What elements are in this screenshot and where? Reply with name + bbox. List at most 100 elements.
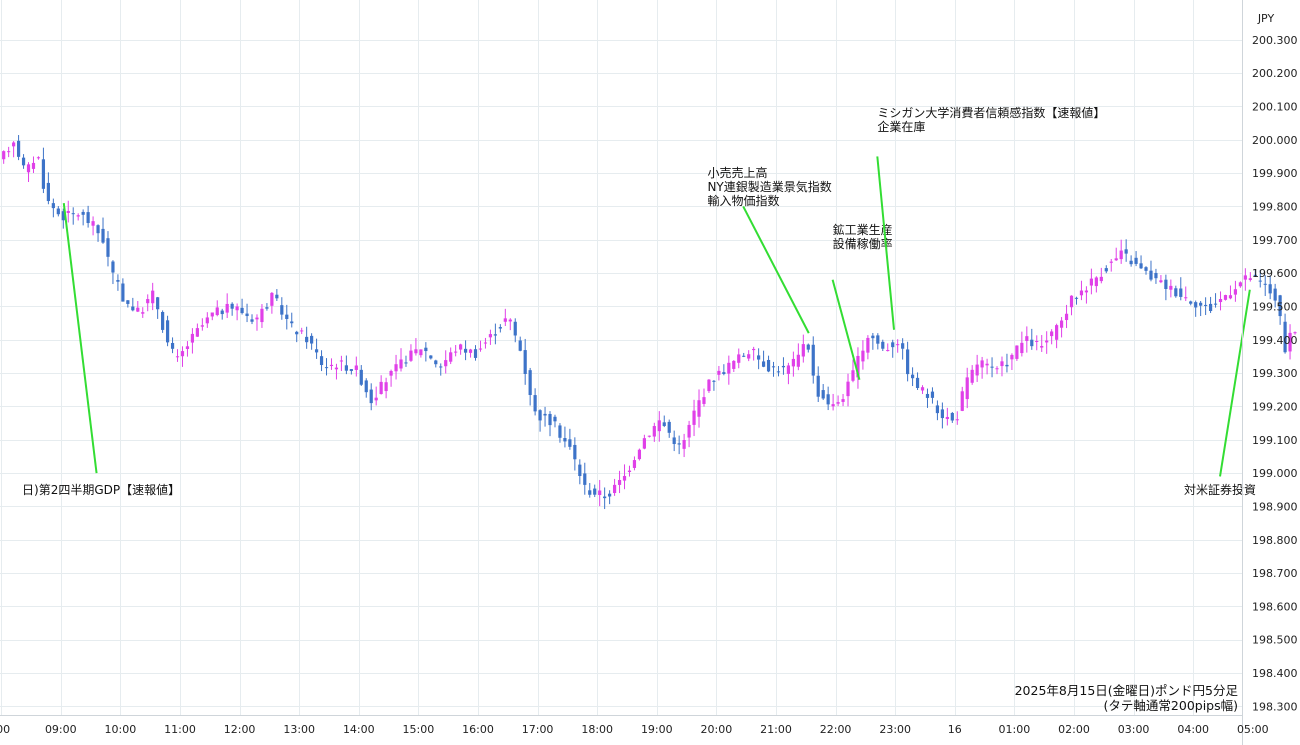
y-tick-label: 200.000 [1252,134,1298,147]
candle-body [831,404,835,407]
candle-body [424,347,428,352]
candle-body [588,490,592,495]
candle-body [518,340,522,351]
candle-body [106,238,110,257]
candle-body [339,360,344,362]
candle-body [1104,268,1108,272]
candle-body [1045,340,1049,343]
candle-body [871,335,875,339]
candle-body [379,381,383,395]
candle-body [1129,260,1133,265]
candle-body [677,443,681,445]
candle-body [141,312,145,314]
y-tick-label: 199.100 [1252,434,1298,447]
candle-body [1248,278,1252,280]
candle-body [225,303,229,313]
annotation-label: 対米証券投資 [1184,482,1256,497]
candle-body [1233,289,1238,295]
candle-body [583,473,587,485]
candle-body [195,328,199,337]
x-tick-label: 15:00 [403,723,435,736]
candle-body [404,362,408,364]
candle-body [776,371,781,373]
candle-body [1174,288,1178,297]
candle-body [12,142,16,147]
candle-body [513,321,517,336]
x-tick-label: 13:00 [283,723,315,736]
candle-body [1134,257,1138,264]
candle-body [66,210,70,213]
candle-body [374,397,378,401]
candle-body [1084,290,1089,293]
candle-body [275,294,279,299]
candle-body [21,157,26,166]
candle-body [881,341,885,349]
candle-body [1194,302,1198,308]
candle-body [598,490,602,495]
candle-body [473,349,478,358]
candle-body [1169,285,1173,290]
x-tick-label: 21:00 [760,723,792,736]
candle-body [389,370,393,376]
candle-body [71,213,75,215]
candle-body [548,413,552,426]
x-tick-label: 18:00 [581,723,613,736]
y-tick-label: 198.800 [1252,534,1298,547]
currency-label: JPY [1257,12,1275,25]
price-axis[interactable]: 200.300 200.200 200.100 200.000 199.900 199.8… [1252,34,1298,714]
candle-body [300,330,304,332]
annotation-label: 小売売上高 [707,165,767,180]
annotation-leader-line [62,202,98,474]
candle-body [1184,297,1188,299]
annotation-label: 輸入物価指数 [707,193,779,208]
x-tick-label: 16:00 [462,723,494,736]
candle-body [334,367,339,370]
candle-body [657,420,661,432]
candle-body [498,327,502,329]
candle-body [1223,295,1228,300]
candle-body [459,344,463,350]
candle-body [260,308,264,323]
x-tick-label: 03:00 [1118,723,1150,736]
candle-body [36,157,41,159]
candle-body [488,334,493,338]
candle-body [1030,339,1034,347]
candle-body [930,391,935,398]
y-tick-label: 199.300 [1252,367,1298,380]
candle-body [558,425,562,438]
candle-body [766,359,771,372]
candle-body [26,164,31,173]
candle-body [220,310,224,315]
chart-caption-line-1: 2025年8月15日(金曜日)ポンド円5分足 [1015,683,1239,698]
candle-body [180,351,185,357]
time-axis[interactable]: :00 09:00 10:00 11:00 12:00 13:00 14:00 15:00 16… [0,723,1300,736]
candle-body [200,325,204,327]
candle-body [980,360,984,368]
candle-body [742,355,746,357]
candle-body [543,413,547,416]
y-tick-label: 199.800 [1252,200,1298,213]
candles [2,135,1297,510]
candle-body [593,488,597,495]
candle-body [1074,297,1079,299]
candle-body [146,299,150,304]
x-tick-label: 16 [948,723,962,736]
candle-body [995,368,999,370]
chart-caption-line-2: (タテ軸通常200pips幅) [1104,698,1238,713]
candle-body [1089,278,1093,286]
candle-body [578,464,582,477]
candle-body [915,377,920,388]
candle-body [528,370,532,396]
candle-body [165,320,170,343]
candle-body [493,334,497,336]
candle-body [270,292,274,306]
y-tick-label: 199.400 [1252,334,1298,347]
candle-body [468,349,473,353]
candle-body [1064,313,1069,321]
candle-body [1228,295,1233,299]
candle-body [945,416,949,420]
candle-body [856,355,860,378]
candle-body [707,379,711,392]
candle-body [76,215,80,217]
